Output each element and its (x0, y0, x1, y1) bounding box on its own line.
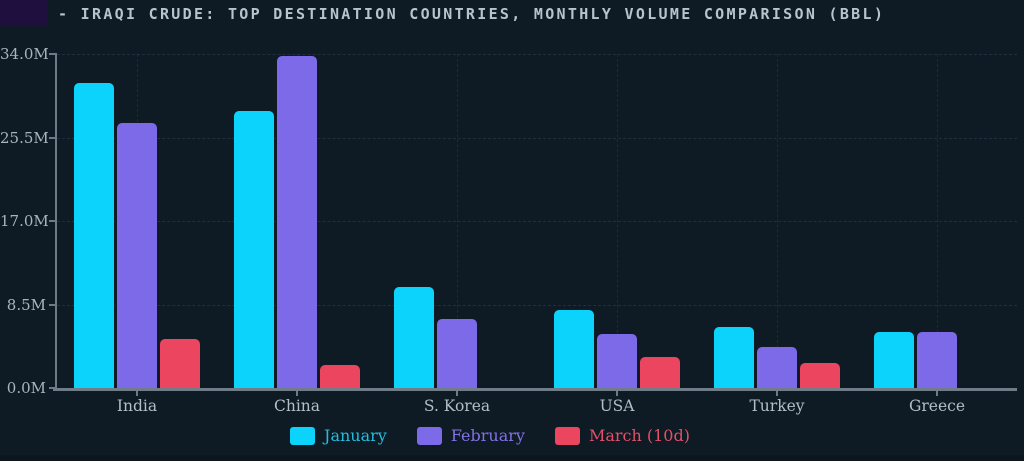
footer-strip (0, 455, 1024, 461)
bar-february-india (117, 122, 157, 388)
x-axis-tick (616, 391, 618, 396)
chart-legend: January February March (10d) (0, 427, 1002, 445)
x-axis-category-label: Turkey (749, 397, 805, 415)
y-axis-tick (49, 303, 55, 306)
y-axis-tick (49, 53, 55, 55)
bar-february-s-korea (437, 319, 477, 388)
gridline-horizontal (57, 221, 1017, 222)
x-axis-category-label: China (273, 397, 321, 415)
bar-march-10d-turkey (800, 363, 840, 388)
bar-february-usa (597, 333, 637, 388)
y-axis-tick (49, 220, 55, 222)
x-axis-tick (776, 391, 778, 396)
legend-label-january: January (324, 426, 387, 445)
legend-label-march-10d: March (10d) (588, 426, 690, 445)
legend-swatch-march-10d (554, 427, 580, 445)
bar-january-greece (874, 332, 914, 388)
bar-january-s-korea (394, 286, 434, 388)
bar-january-china (234, 110, 274, 388)
gridline-vertical (617, 54, 618, 388)
x-axis-category-label: USA (599, 397, 635, 415)
x-axis-tick (296, 391, 298, 396)
legend-item-january: January (290, 427, 387, 445)
bar-february-turkey (757, 346, 797, 388)
x-axis-category-label: S. Korea (423, 397, 491, 415)
x-axis-tick (456, 391, 458, 396)
legend-item-march-10d: March (10d) (554, 426, 690, 445)
bar-january-india (74, 82, 114, 388)
chart-title: - IRAQI CRUDE: TOP DESTINATION COUNTRIES… (58, 5, 886, 23)
y-axis-tick-label: 0.0M (6, 379, 46, 397)
redacted-logo-block (0, 0, 48, 26)
bar-march-10d-usa (640, 356, 680, 388)
bar-january-turkey (714, 327, 754, 388)
legend-label-february: February (450, 426, 525, 445)
y-axis-tick-label: 17.0M (0, 212, 49, 230)
bar-march-10d-india (160, 338, 200, 388)
legend-swatch-january (290, 427, 316, 445)
gridline-horizontal (57, 304, 1017, 306)
gridline-vertical (457, 54, 458, 388)
x-axis-category-label: Greece (909, 397, 965, 415)
y-axis-tick (49, 387, 55, 389)
x-axis-category-label: India (116, 397, 158, 415)
bar-january-usa (554, 310, 594, 388)
gridline-horizontal (57, 137, 1017, 139)
y-axis-tick-label: 8.5M (6, 295, 46, 314)
gridline-vertical (777, 54, 778, 388)
bar-march-10d-china (320, 365, 360, 388)
bar-february-greece (917, 332, 957, 388)
legend-item-february: February (416, 426, 525, 445)
legend-swatch-february (416, 427, 442, 445)
y-axis-spine (55, 53, 57, 389)
y-axis-tick-label: 34.0M (0, 45, 49, 63)
gridline-horizontal (57, 54, 1017, 55)
y-axis-tick (49, 136, 55, 139)
gridline-vertical (937, 54, 938, 388)
x-axis-spine (53, 388, 1017, 391)
plot-area (57, 54, 1017, 388)
bar-february-china (277, 55, 317, 388)
y-axis-tick-label: 25.5M (0, 128, 49, 147)
x-axis-tick (936, 391, 938, 396)
x-axis-tick (136, 391, 138, 396)
